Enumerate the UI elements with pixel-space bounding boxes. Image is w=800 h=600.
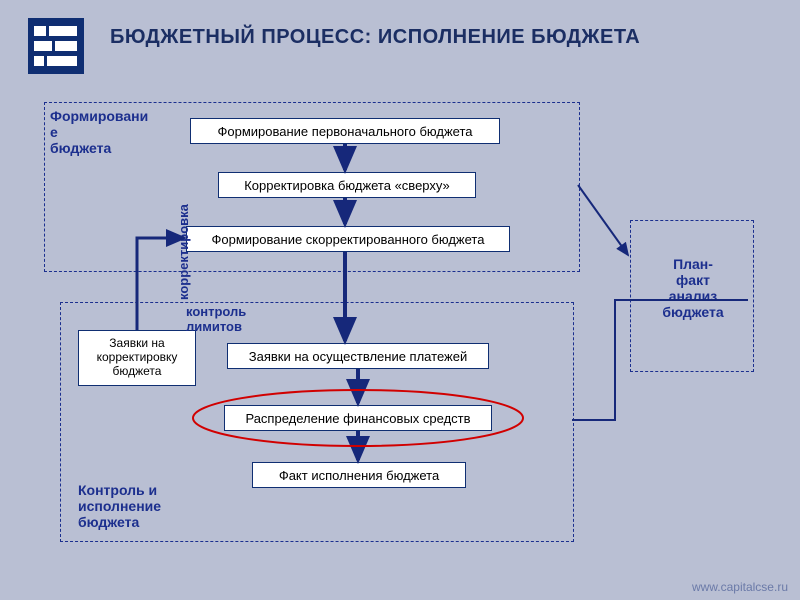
node-n4: Заявки на осуществление платежей <box>227 343 489 369</box>
node-n5: Распределение финансовых средств <box>224 405 492 431</box>
group-formation-label: Формированиебюджета <box>50 108 170 156</box>
slide: БЮДЖЕТНЫЙ ПРОЦЕСС: ИСПОЛНЕНИЕ БЮДЖЕТА Фо… <box>0 0 800 600</box>
node-n1: Формирование первоначального бюджета <box>190 118 500 144</box>
node-n3: Формирование скорректированного бюджета <box>186 226 510 252</box>
group-analysis-label: План-фактанализбюджета <box>648 256 738 320</box>
node-n6: Факт исполнения бюджета <box>252 462 466 488</box>
annotation-korrektirovka: корректировка <box>176 204 191 300</box>
footer-url: www.capitalcse.ru <box>692 580 788 594</box>
annotation-kontrol-limitov: контрольлимитов <box>186 304 246 334</box>
node-n7: Заявки накорректировкубюджета <box>78 330 196 386</box>
page-title: БЮДЖЕТНЫЙ ПРОЦЕСС: ИСПОЛНЕНИЕ БЮДЖЕТА <box>110 26 640 49</box>
logo <box>28 18 84 74</box>
node-n2: Корректировка бюджета «сверху» <box>218 172 476 198</box>
group-control-label: Контроль иисполнениебюджета <box>78 482 208 530</box>
